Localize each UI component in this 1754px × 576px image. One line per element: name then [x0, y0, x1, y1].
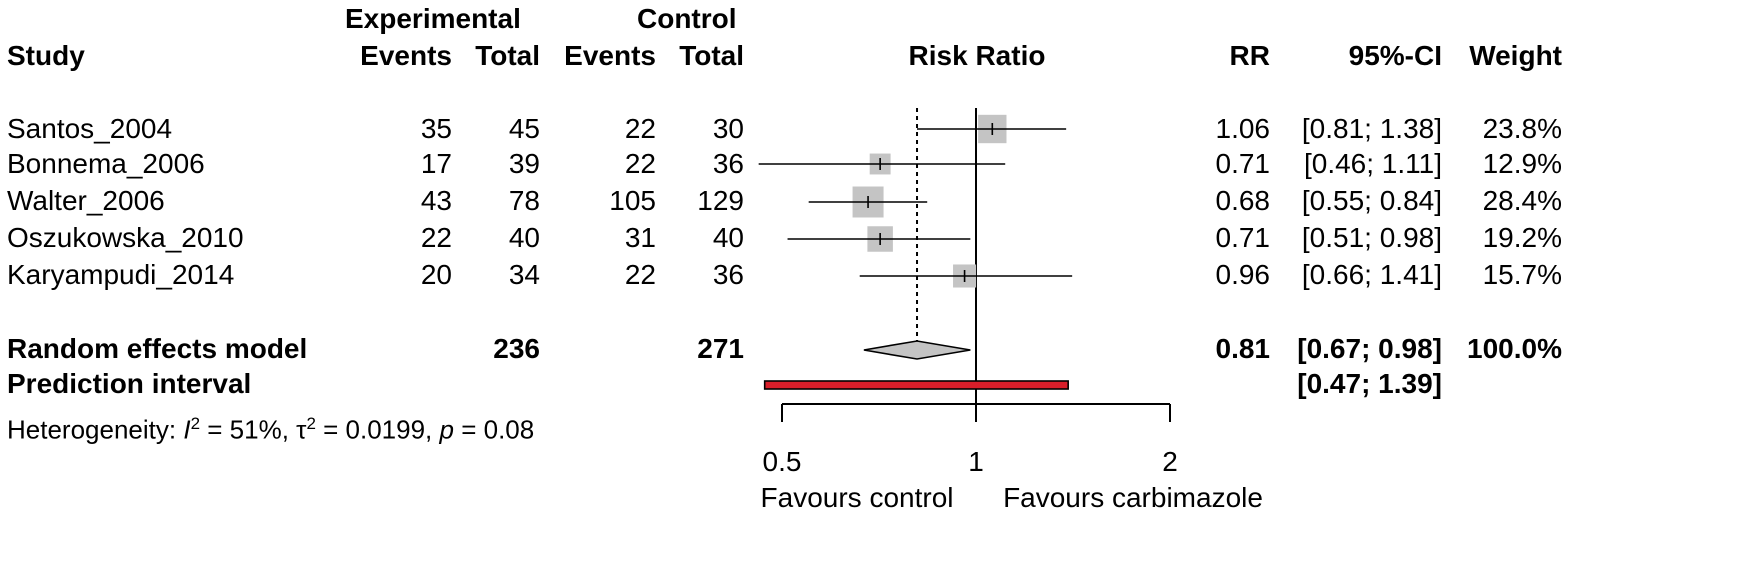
ctrl-total: 129: [697, 185, 744, 216]
x-axis-tick-label: 1: [968, 446, 984, 477]
random-effects-ci: [0.67; 0.98]: [1297, 333, 1442, 364]
exp-total: 40: [508, 222, 540, 253]
header-study: Study: [7, 40, 85, 71]
weight-value: 28.4%: [1482, 185, 1562, 216]
header-risk-ratio: Risk Ratio: [908, 40, 1046, 71]
exp-total: 34: [508, 259, 540, 290]
p-value: = 0.08: [453, 414, 535, 445]
favours-control-label: Favours control: [761, 482, 954, 513]
ctrl-total: 40: [712, 222, 744, 253]
exp-events: 22: [420, 222, 452, 253]
exp-events: 35: [420, 113, 452, 144]
exp-events: 17: [420, 148, 452, 179]
header-experimental: Experimental: [345, 3, 521, 34]
exp-total: 78: [508, 185, 540, 216]
random-effects-label: Random effects model: [7, 333, 308, 364]
weight-value: 23.8%: [1482, 113, 1562, 144]
header-rr: RR: [1229, 40, 1270, 71]
ci-value: [0.81; 1.38]: [1301, 113, 1442, 144]
rr-value: 0.71: [1215, 222, 1271, 253]
tau-symbol: τ: [296, 414, 307, 445]
exp-events: 43: [420, 185, 452, 216]
header-exp-total: Total: [475, 40, 540, 71]
rr-value: 1.06: [1215, 113, 1271, 144]
study-name: Walter_2006: [7, 185, 165, 216]
ci-value: [0.46; 1.11]: [1303, 148, 1442, 179]
rr-value: 0.71: [1215, 148, 1271, 179]
exp-total: 39: [508, 148, 540, 179]
study-name: Karyampudi_2014: [7, 259, 235, 290]
heterogeneity-prefix: Heterogeneity:: [7, 414, 184, 445]
tau-value: = 0.0199,: [315, 414, 440, 445]
prediction-interval-bar: [763, 380, 1069, 390]
study-name: Santos_2004: [7, 113, 173, 144]
favours-carbimazole-label: Favours carbimazole: [1003, 482, 1263, 513]
exp-events: 20: [420, 259, 452, 290]
ctrl-events: 31: [624, 222, 656, 253]
ctrl-events: 22: [624, 113, 656, 144]
random-effects-ctrl-total: 271: [697, 333, 744, 364]
weight-value: 15.7%: [1482, 259, 1562, 290]
prediction-interval-ci: [0.47; 1.39]: [1297, 368, 1442, 399]
rr-value: 0.96: [1215, 259, 1271, 290]
header-ci: 95%-CI: [1348, 40, 1442, 71]
ctrl-total: 36: [712, 259, 744, 290]
i2-value: = 51%,: [200, 414, 297, 445]
ctrl-events: 22: [624, 148, 656, 179]
ctrl-events: 105: [609, 185, 656, 216]
heterogeneity-text: Heterogeneity: I2 = 51%, τ2 = 0.0199, p …: [7, 414, 535, 445]
random-effects-rr: 0.81: [1215, 333, 1271, 364]
header-ctrl-total: Total: [679, 40, 744, 71]
random-effects-exp-total: 236: [493, 333, 540, 364]
header-control: Control: [637, 3, 737, 34]
random-effects-diamond: [863, 340, 971, 360]
ctrl-total: 36: [712, 148, 744, 179]
study-name: Bonnema_2006: [7, 148, 205, 179]
header-weight: Weight: [1469, 40, 1562, 71]
study-name: Oszukowska_2010: [7, 222, 244, 253]
ctrl-total: 30: [712, 113, 744, 144]
ci-value: [0.66; 1.41]: [1301, 259, 1442, 290]
prediction-interval-label: Prediction interval: [7, 368, 252, 399]
header-ctrl-events: Events: [564, 40, 656, 71]
exp-total: 45: [508, 113, 540, 144]
weight-value: 19.2%: [1482, 222, 1562, 253]
ctrl-events: 22: [624, 259, 656, 290]
rr-value: 0.68: [1215, 185, 1271, 216]
ci-value: [0.51; 0.98]: [1301, 222, 1442, 253]
x-axis-tick-label: 2: [1162, 446, 1178, 477]
x-axis-tick-label: 0.5: [763, 446, 802, 477]
i2-symbol: I: [183, 414, 191, 445]
weight-value: 12.9%: [1482, 148, 1562, 179]
random-effects-weight: 100.0%: [1467, 333, 1562, 364]
header-exp-events: Events: [360, 40, 452, 71]
p-symbol: p: [439, 414, 454, 445]
ci-value: [0.55; 0.84]: [1301, 185, 1442, 216]
